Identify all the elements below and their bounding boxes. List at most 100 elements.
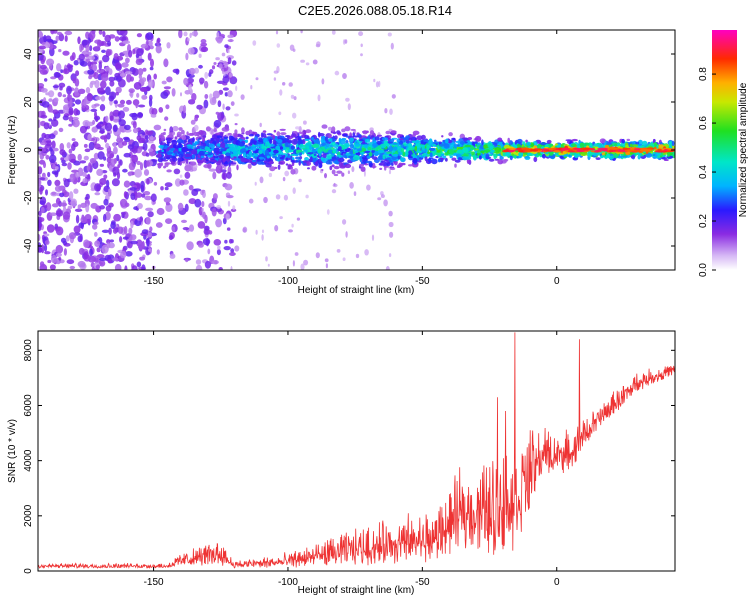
- heatmap-cell: [230, 101, 235, 106]
- heatmap-cell: [38, 247, 43, 253]
- heatmap-cell: [295, 156, 301, 160]
- heatmap-cell: [38, 233, 41, 242]
- heatmap-cell: [325, 143, 330, 148]
- heatmap-cell: [428, 143, 435, 146]
- heatmap-cell: [44, 251, 51, 255]
- heatmap-cell: [336, 130, 341, 135]
- heatmap-cell: [418, 157, 424, 160]
- heatmap-cell: [174, 151, 177, 155]
- heatmap-cell: [497, 159, 504, 165]
- heatmap-cell: [188, 184, 194, 191]
- heatmap-cell: [186, 131, 189, 136]
- heatmap-cell: [462, 147, 469, 153]
- heatmap-cell: [388, 221, 394, 228]
- heatmap-cell: [200, 42, 208, 47]
- heatmap-cell: [141, 77, 147, 83]
- heatmap-cell: [331, 164, 335, 168]
- heatmap-cell: [416, 135, 423, 141]
- heatmap-cell: [51, 119, 59, 127]
- heatmap-cell: [392, 142, 398, 145]
- heatmap-cell: [184, 90, 191, 95]
- heatmap-cell: [71, 143, 76, 151]
- heatmap-cell: [386, 151, 392, 154]
- heatmap-cell: [197, 242, 204, 248]
- heatmap-cell: [202, 137, 206, 143]
- heatmap-cell: [223, 136, 228, 139]
- heatmap-cell: [274, 225, 279, 232]
- heatmap-cell: [203, 99, 209, 109]
- heatmap-cell: [113, 118, 119, 123]
- heatmap-cell: [90, 108, 98, 112]
- heatmap-cell: [331, 30, 336, 35]
- heatmap-cell: [229, 252, 236, 256]
- heatmap-cell: [176, 138, 184, 144]
- heatmap-cell: [212, 193, 218, 200]
- heatmap-cell: [155, 45, 162, 54]
- heatmap-cell: [217, 245, 221, 251]
- heatmap-cell: [311, 136, 314, 141]
- heatmap-cell: [60, 69, 64, 74]
- heatmap-cell: [119, 36, 127, 42]
- heatmap-cell: [92, 119, 96, 125]
- heatmap-cell: [187, 47, 195, 55]
- heatmap-cell: [389, 108, 393, 115]
- heatmap-cell: [215, 57, 220, 61]
- heatmap-cell: [178, 147, 182, 152]
- heatmap-cell: [92, 223, 98, 230]
- heatmap-cell: [254, 144, 260, 148]
- heatmap-cell: [98, 30, 103, 35]
- heatmap-cell: [111, 178, 120, 187]
- heatmap-cell: [43, 233, 50, 237]
- heatmap-cell: [197, 221, 206, 229]
- heatmap-cell: [120, 30, 128, 37]
- heatmap-cell: [654, 150, 666, 153]
- heatmap-cell: [468, 153, 472, 157]
- y-tick-label: 40: [23, 48, 34, 60]
- heatmap-cell: [52, 109, 59, 115]
- heatmap-cell: [173, 144, 177, 149]
- heatmap-cell: [252, 40, 257, 46]
- heatmap-cell: [326, 209, 330, 215]
- heatmap-cell: [165, 137, 172, 141]
- heatmap-cell: [77, 36, 81, 45]
- heatmap-cell: [440, 153, 445, 156]
- heatmap-cell: [91, 126, 98, 133]
- heatmap-cell: [300, 263, 305, 270]
- heatmap-cell: [661, 157, 668, 160]
- heatmap-cell: [145, 207, 154, 212]
- heatmap-cell: [287, 164, 293, 168]
- heatmap-cell: [276, 43, 281, 48]
- heatmap-cell: [245, 130, 251, 136]
- colorbar-tick-label: 0.8: [698, 67, 709, 81]
- heatmap-cell: [83, 239, 90, 248]
- heatmap-cell: [298, 144, 304, 149]
- heatmap-cell: [445, 138, 449, 144]
- heatmap-cell: [386, 161, 391, 165]
- heatmap-cell: [143, 169, 150, 176]
- heatmap-cell: [71, 138, 76, 142]
- heatmap-cell: [139, 216, 143, 222]
- heatmap-cell: [215, 218, 223, 228]
- heatmap-cell: [345, 97, 350, 102]
- heatmap-cell: [502, 149, 509, 153]
- heatmap-cell: [115, 91, 119, 96]
- heatmap-cell: [230, 208, 237, 212]
- heatmap-cell: [57, 91, 62, 98]
- heatmap-cell: [360, 148, 367, 152]
- heatmap-cell: [118, 119, 126, 127]
- heatmap-cell: [227, 200, 231, 207]
- heatmap-cell: [668, 141, 673, 146]
- x-tick-label: -50: [415, 276, 430, 287]
- heatmap-cell: [508, 147, 517, 150]
- heatmap-cell: [263, 137, 268, 143]
- heatmap-cell: [443, 143, 450, 149]
- heatmap-cell: [47, 259, 52, 264]
- heatmap-cell: [229, 143, 234, 148]
- heatmap-cell: [189, 168, 194, 172]
- heatmap-cell: [338, 146, 342, 151]
- heatmap-cell: [353, 154, 360, 161]
- heatmap-cell: [183, 31, 188, 37]
- heatmap-cell: [113, 146, 118, 155]
- heatmap-cell: [213, 62, 217, 65]
- heatmap-cell: [316, 41, 321, 47]
